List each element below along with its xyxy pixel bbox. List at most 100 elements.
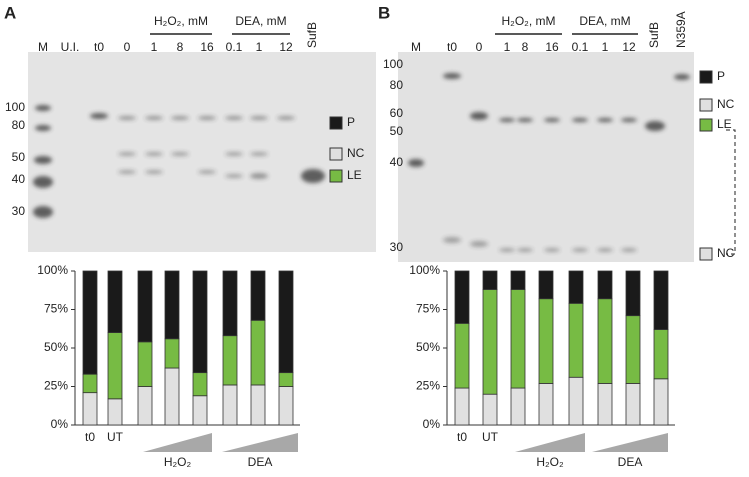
legend-label: LE (347, 168, 362, 182)
bar-segment (192, 270, 208, 374)
bracket (726, 129, 736, 255)
gradient-triangle (143, 433, 212, 452)
legend-label: P (347, 115, 355, 129)
bar-segment (137, 341, 153, 387)
lane-label: 8 (522, 40, 529, 54)
bar-segment (454, 387, 470, 426)
gel-a (28, 52, 376, 252)
bar-segment (107, 270, 123, 333)
y-tick-label: 25% (416, 379, 440, 393)
bar-segment (510, 289, 526, 389)
bar-segment (278, 386, 294, 426)
legend-swatch (329, 169, 343, 183)
bar-segment (82, 270, 98, 375)
legend-swatch (699, 247, 713, 261)
bar-segment (510, 387, 526, 426)
group-label: H₂O₂ (164, 455, 192, 469)
gel-b (398, 52, 694, 262)
legend-swatch (329, 147, 343, 161)
bar-segment (222, 384, 238, 426)
marker-label: 50 (390, 124, 404, 138)
legend-swatch (329, 116, 343, 130)
legend-label: NC (717, 97, 735, 111)
marker-label: 30 (390, 240, 404, 254)
bar-segment (222, 335, 238, 386)
bar-segment (597, 383, 613, 426)
lane-group-header: H₂O₂, mM (154, 14, 208, 28)
y-tick-label: 0% (51, 417, 69, 431)
lane-label: 12 (622, 40, 636, 54)
bar-segment (222, 270, 238, 337)
lane-label: 8 (177, 40, 184, 54)
lane-label: U.I. (61, 40, 80, 54)
legend-label: LE (717, 117, 732, 131)
lane-label: N359A (674, 11, 688, 48)
legend-label: NC (347, 146, 365, 160)
bar-segment (538, 383, 554, 426)
lane-label: 0 (476, 40, 483, 54)
bar-segment (653, 270, 669, 330)
y-tick-label: 50% (44, 340, 68, 354)
marker-label: 40 (12, 172, 26, 186)
bar-segment (107, 332, 123, 400)
bar-segment (538, 298, 554, 384)
marker-label: 40 (390, 155, 404, 169)
marker-label: 30 (12, 204, 26, 218)
bar-segment (164, 338, 180, 369)
gel-bands (33, 73, 690, 252)
legend-swatch (699, 70, 713, 84)
bar-segment (82, 392, 98, 426)
x-tick-label: UT (482, 430, 499, 444)
lane-label: 1 (256, 40, 263, 54)
lane-label: 0.1 (572, 40, 589, 54)
marker-label: 80 (390, 78, 404, 92)
bar-segment (653, 329, 669, 380)
group-label: H₂O₂ (536, 455, 564, 469)
bar-segment (568, 302, 584, 378)
bar-segment (164, 367, 180, 426)
bar-segment (482, 270, 498, 290)
lane-label: M (411, 40, 421, 54)
lane-label: M (38, 40, 48, 54)
bar-segment (82, 373, 98, 394)
group-label: DEA (248, 455, 273, 469)
bar-segment (482, 393, 498, 426)
bar-segment (653, 378, 669, 426)
y-tick-label: 75% (416, 302, 440, 316)
marker-label: 50 (12, 150, 26, 164)
lane-label: 1 (504, 40, 511, 54)
bar-segment (107, 398, 123, 426)
bar-segment (538, 270, 554, 300)
bar-segment (454, 322, 470, 389)
bar-segment (278, 372, 294, 387)
bar-segment (278, 270, 294, 374)
bar-segment (192, 395, 208, 426)
lane-label: 12 (279, 40, 293, 54)
bar-segment (568, 376, 584, 426)
lane-label: 1 (151, 40, 158, 54)
marker-label: 100 (5, 100, 25, 114)
y-tick-label: 25% (44, 379, 68, 393)
y-tick-label: 100% (409, 263, 440, 277)
lane-label: 0.1 (226, 40, 243, 54)
marker-label: 100 (383, 57, 403, 71)
bar-segment (482, 289, 498, 395)
y-tick-label: 100% (37, 263, 68, 277)
x-tick-label: t0 (85, 430, 95, 444)
lane-label: 16 (200, 40, 214, 54)
gradient-triangle (515, 433, 585, 452)
x-tick-label: UT (107, 430, 124, 444)
bar-segment (137, 386, 153, 426)
bar-segment (454, 270, 470, 324)
lane-label: t0 (94, 40, 104, 54)
legend-swatch (699, 118, 713, 132)
marker-label: 60 (390, 106, 404, 120)
marker-label: 80 (12, 118, 26, 132)
bar-segment (192, 372, 208, 397)
bar-segment (250, 384, 266, 426)
legend-label: P (717, 69, 725, 83)
y-tick-label: 50% (416, 340, 440, 354)
group-label: DEA (618, 455, 643, 469)
bar-segment (625, 270, 641, 317)
